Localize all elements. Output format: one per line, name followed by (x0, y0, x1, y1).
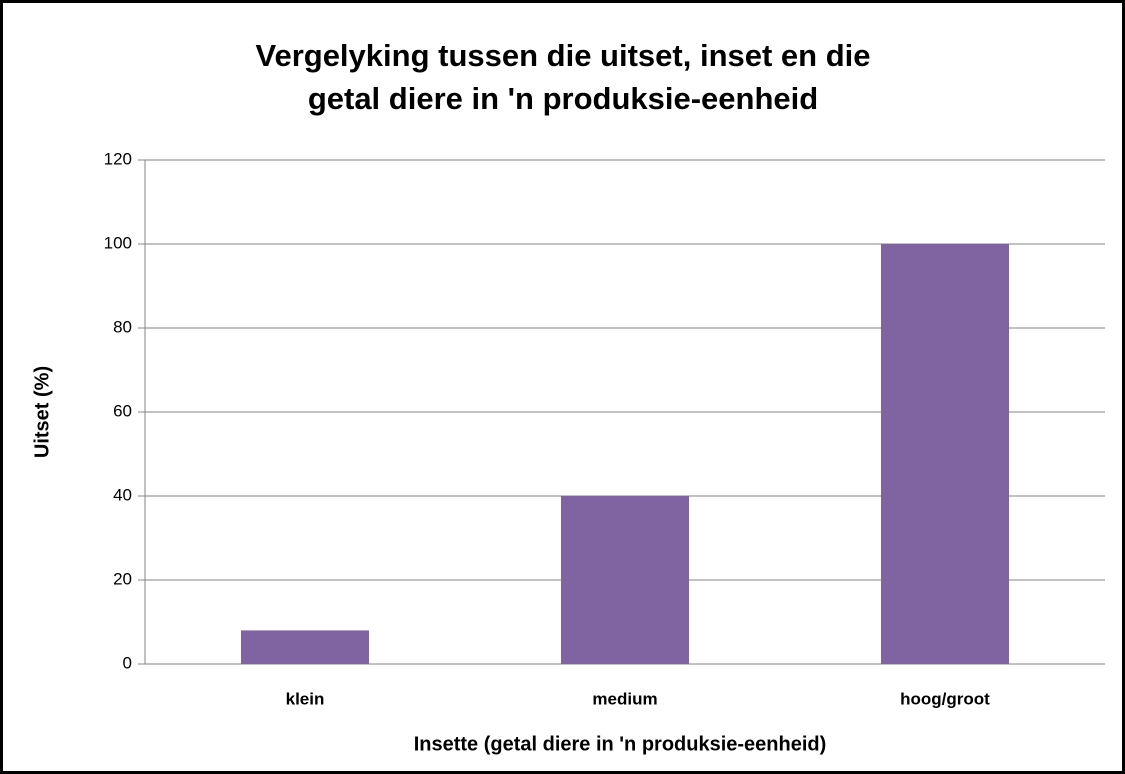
chart-title: getal diere in 'n produksie-eenheid (308, 81, 818, 116)
x-tick-label: hoog/groot (900, 689, 990, 708)
y-tick-label: 100 (104, 233, 132, 252)
bar (241, 630, 369, 664)
y-tick-label: 80 (113, 317, 132, 336)
y-axis-title: Uitset (%) (31, 366, 53, 458)
y-tick-label: 60 (113, 401, 132, 420)
x-tick-label: klein (286, 689, 325, 708)
y-tick-label: 120 (104, 149, 132, 168)
x-axis-title: Insette (getal diere in 'n produksie-een… (414, 733, 827, 755)
y-tick-label: 40 (113, 485, 132, 504)
bar (561, 496, 689, 664)
chart-title: Vergelyking tussen die uitset, inset en … (255, 38, 870, 73)
bar (881, 244, 1009, 664)
y-tick-label: 0 (123, 653, 132, 672)
y-tick-label: 20 (113, 569, 132, 588)
x-tick-label: medium (592, 689, 657, 708)
